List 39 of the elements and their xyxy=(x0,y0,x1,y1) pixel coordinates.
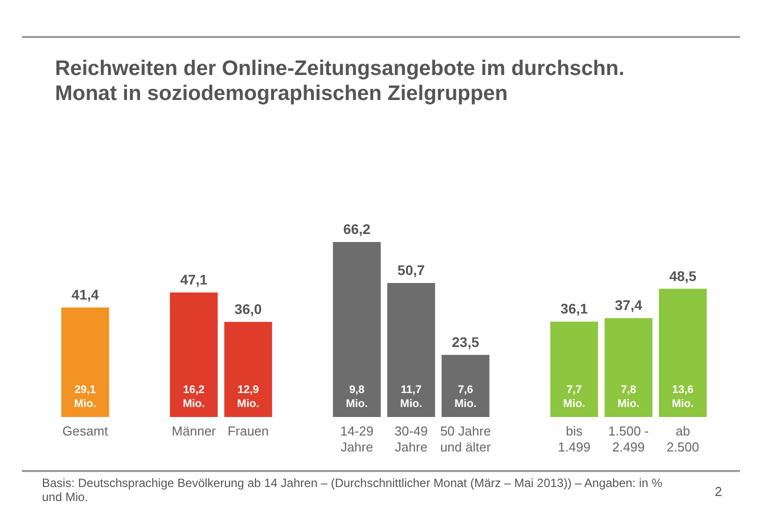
x-tick-label: Frauen xyxy=(228,424,269,438)
bar xyxy=(332,242,381,417)
chart-title: Reichweiten der Online-Zeitungsangebote im durchschn. Monat in soziodemographischen Zielgruppen xyxy=(55,56,626,106)
bar xyxy=(550,322,598,417)
data-label: 37,4 xyxy=(614,297,642,314)
x-tick-label: ab 2.500 xyxy=(666,424,700,454)
x-tick-label: Männer xyxy=(172,424,217,438)
x-tick-label: 1.500 - 2.499 xyxy=(608,424,649,454)
text: Basis: Deutschsprachige Bevölkerung ab 14 Jahren – (Durchschnittlicher Monat (März – Mai 2013)) – Angaben: in % und Mio. xyxy=(42,476,664,504)
x-tick-label: 30-49 Jahre xyxy=(394,424,428,454)
annotation: 29,1 Mio. xyxy=(74,384,96,410)
data-label: 23,5 xyxy=(452,334,480,350)
x-tick-label: Gesamt xyxy=(62,424,108,438)
data-label: 50,7 xyxy=(398,262,426,278)
text: 2 xyxy=(714,484,722,499)
data-label: 36,0 xyxy=(234,300,262,317)
annotation: 11,7 Mio. xyxy=(400,384,422,410)
annotation: 7,8 Mio. xyxy=(618,384,640,410)
data-label: 36,1 xyxy=(560,300,588,317)
x-tick-label: 14-29 Jahre xyxy=(340,424,374,454)
bar xyxy=(658,288,707,417)
annotation: 13,6 Mio. xyxy=(672,384,694,410)
annotation: 16,2 Mio. xyxy=(182,384,205,410)
bar xyxy=(442,354,490,417)
bar xyxy=(170,292,218,417)
data-label: 41,4 xyxy=(72,286,100,303)
bar xyxy=(604,318,652,417)
annotation: 12,9 Mio. xyxy=(237,384,260,410)
x-tick-label: bis 1.499 xyxy=(558,424,590,454)
annotation: 7,6 Mio. xyxy=(454,384,476,410)
annotation: 7,7 Mio. xyxy=(563,384,586,410)
x-tick-label: 50 Jahre und älter xyxy=(440,424,492,454)
data-label: 47,1 xyxy=(180,271,208,288)
data-label: 66,2 xyxy=(343,221,371,237)
bar xyxy=(387,282,436,417)
bar xyxy=(61,308,110,417)
data-label: 48,5 xyxy=(669,268,697,284)
annotation: 9,8 Mio. xyxy=(346,384,368,410)
bar xyxy=(224,322,272,417)
